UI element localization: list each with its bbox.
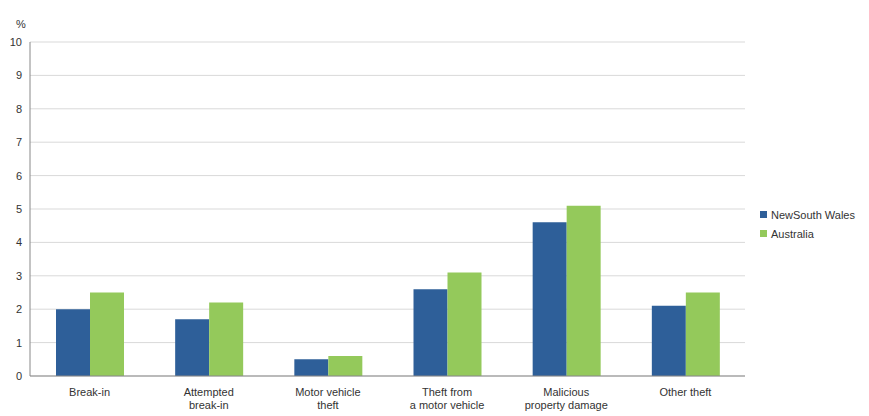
svg-text:0: 0 <box>16 370 22 382</box>
svg-text:2: 2 <box>16 303 22 315</box>
html-text:Australia: Australia <box>771 227 814 240</box>
svg-text:Break-in: Break-in <box>69 386 110 398</box>
svg-text:Other theft: Other theft <box>659 386 711 398</box>
svg-text:8: 8 <box>16 103 22 115</box>
svg-text:Maliciousproperty damage: Maliciousproperty damage <box>525 386 608 411</box>
html-text:NewSouth Wales: NewSouth Wales <box>771 208 855 221</box>
svg-text:Attemptedbreak-in: Attemptedbreak-in <box>184 386 234 411</box>
svg-text:5: 5 <box>16 203 22 215</box>
svg-text:10: 10 <box>10 36 22 48</box>
svg-text:4: 4 <box>16 236 22 248</box>
svg-text:7: 7 <box>16 136 22 148</box>
svg-text:Theft froma motor vehicle: Theft froma motor vehicle <box>410 386 485 411</box>
svg-text:1: 1 <box>16 337 22 349</box>
svg-text:9: 9 <box>16 69 22 81</box>
svg-text:Motor vehicletheft: Motor vehicletheft <box>295 386 360 411</box>
svg-text:3: 3 <box>16 270 22 282</box>
svg-text:6: 6 <box>16 170 22 182</box>
